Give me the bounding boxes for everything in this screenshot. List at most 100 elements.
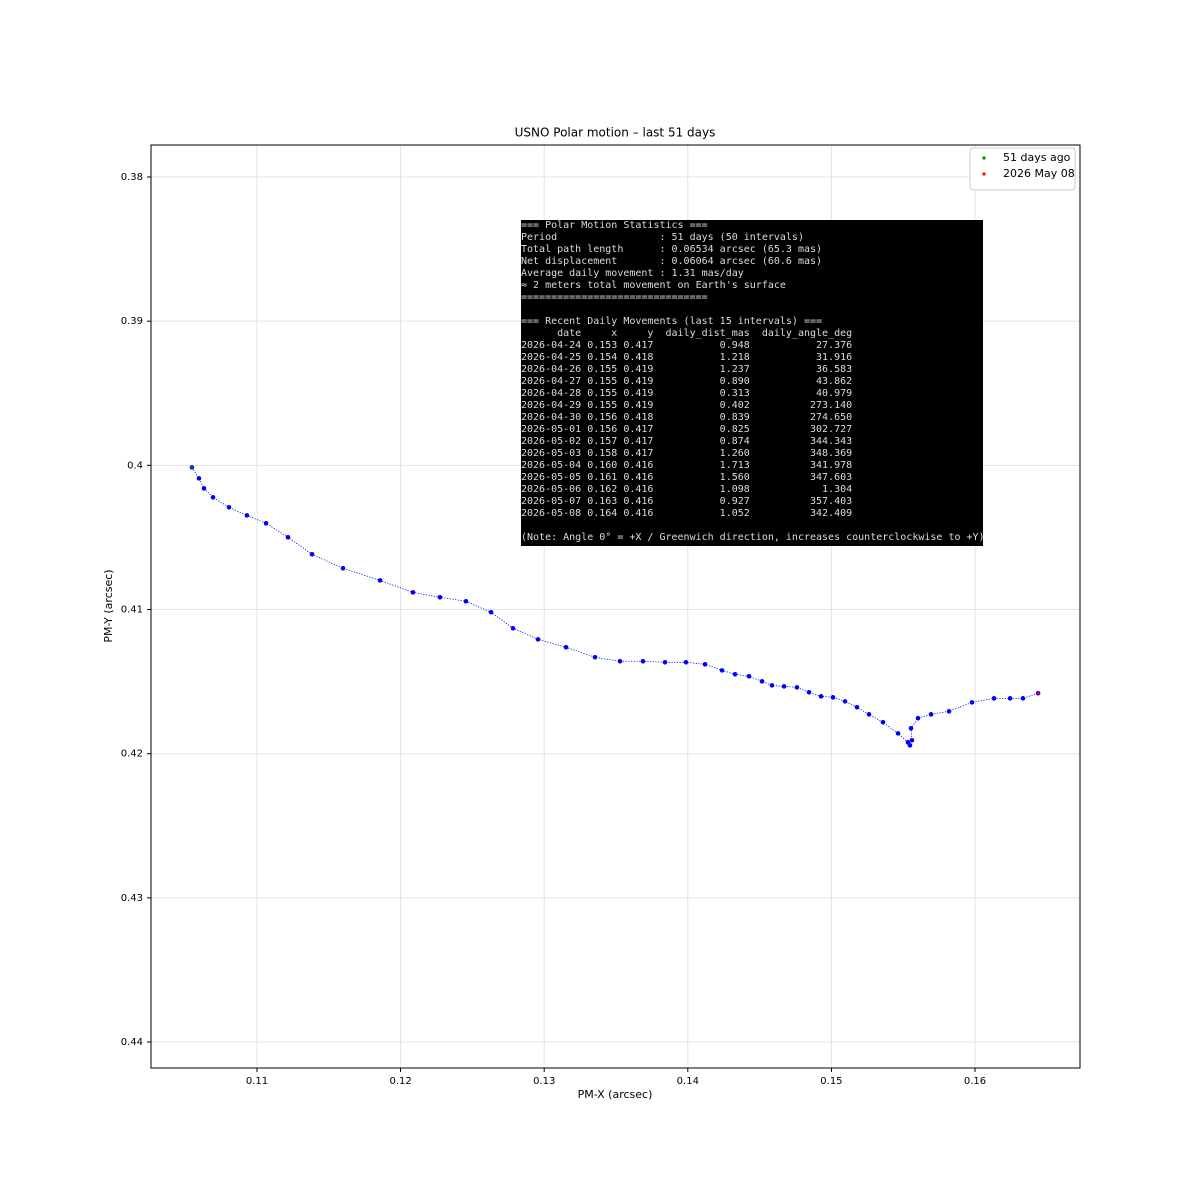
box-line: 2026-04-27 0.155 0.419 0.890 43.862 xyxy=(521,376,853,387)
point xyxy=(702,662,708,667)
box-line: Total path length : 0.06534 arcsec (65.3… xyxy=(521,244,823,255)
point xyxy=(854,704,860,710)
point xyxy=(908,726,914,731)
box-line: 2026-05-07 0.163 0.416 0.927 357.403 xyxy=(521,496,853,507)
legend-label: 51 days ago xyxy=(1003,151,1071,164)
box-line: 2026-05-06 0.162 0.416 1.098 1.304 xyxy=(521,484,853,495)
point xyxy=(842,699,848,704)
point xyxy=(1020,696,1026,701)
y-axis-label: PM-Y (arcsec) xyxy=(102,569,115,642)
box-line: === Polar Motion Statistics === xyxy=(521,220,708,231)
point xyxy=(1007,696,1013,701)
point xyxy=(535,637,541,642)
point xyxy=(437,594,443,600)
box-line: 2026-05-01 0.156 0.417 0.825 302.727 xyxy=(521,424,853,435)
plot-frame xyxy=(150,144,1081,1069)
box-line: 2026-04-25 0.154 0.418 1.218 31.916 xyxy=(521,352,853,363)
point xyxy=(210,495,216,500)
point xyxy=(410,590,416,595)
y-tick-label: 0.38 xyxy=(121,172,143,183)
point xyxy=(201,486,207,491)
box-line: (Note: Angle 0° = +X / Greenwich directi… xyxy=(521,532,983,543)
legend-frame xyxy=(969,147,1076,191)
point xyxy=(488,609,494,615)
point xyxy=(732,671,738,677)
x-tick-label: 0.13 xyxy=(533,1076,555,1087)
legend-marker xyxy=(982,156,986,160)
legend-label: 2026 May 08 xyxy=(1003,167,1075,180)
box-line: =============================== xyxy=(521,292,708,303)
box-line: 2026-05-04 0.160 0.416 1.713 341.978 xyxy=(521,460,853,471)
box-line: 2026-05-08 0.164 0.416 1.052 342.409 xyxy=(521,508,853,519)
y-tick-label: 0.43 xyxy=(121,893,143,904)
box-line: Period : 51 days (50 intervals) xyxy=(521,232,804,243)
point xyxy=(196,476,202,481)
y-tick-label: 0.39 xyxy=(121,316,143,327)
point xyxy=(617,658,623,664)
box-line: 2026-04-26 0.155 0.419 1.237 36.583 xyxy=(521,364,853,375)
point xyxy=(928,712,934,717)
point xyxy=(907,743,913,748)
point xyxy=(946,709,952,714)
box-line: 2026-04-30 0.156 0.418 0.839 274.650 xyxy=(521,412,853,423)
point xyxy=(830,695,836,700)
x-tick-label: 0.12 xyxy=(389,1076,411,1087)
box-line: Average daily movement : 1.31 mas/day xyxy=(521,268,744,279)
box-line: 2026-05-03 0.158 0.417 1.260 348.369 xyxy=(521,448,853,459)
box-line: date x y daily_dist_mas daily_angle_deg xyxy=(521,328,853,339)
point xyxy=(592,654,598,660)
point xyxy=(818,694,824,699)
point xyxy=(769,683,775,688)
point xyxy=(746,673,752,679)
point xyxy=(563,645,569,650)
point xyxy=(510,625,516,631)
y-tick-label: 0.41 xyxy=(121,605,143,616)
point xyxy=(719,668,725,673)
point xyxy=(991,696,997,701)
point xyxy=(969,700,975,705)
point xyxy=(781,684,787,689)
box-line: 2026-05-05 0.161 0.416 1.560 347.603 xyxy=(521,472,853,483)
point xyxy=(285,534,291,540)
point xyxy=(340,565,346,571)
point xyxy=(226,505,232,510)
point xyxy=(190,465,194,469)
legend: 51 days ago 2026 May 08 xyxy=(969,147,1076,191)
point xyxy=(377,578,383,583)
y-tick-label: 0.4 xyxy=(127,460,143,471)
point xyxy=(909,737,915,743)
point xyxy=(895,731,901,736)
statistics-box: === Polar Motion Statistics === Period : … xyxy=(521,220,983,546)
point xyxy=(463,599,469,604)
point xyxy=(1036,691,1040,695)
x-tick-label: 0.11 xyxy=(246,1076,268,1087)
x-tick-label: 0.16 xyxy=(964,1076,986,1087)
legend-marker xyxy=(982,172,986,176)
point xyxy=(880,719,886,725)
box-line: 2026-05-02 0.157 0.417 0.874 344.343 xyxy=(521,436,853,447)
box-line: Net displacement : 0.06064 arcsec (60.6 … xyxy=(521,256,823,267)
point xyxy=(640,658,646,664)
point xyxy=(806,689,812,695)
point xyxy=(915,715,921,721)
x-axis-label: PM-X (arcsec) xyxy=(578,1088,653,1101)
point xyxy=(263,521,269,526)
x-tick-label: 0.14 xyxy=(677,1076,699,1087)
y-tick-label: 0.42 xyxy=(121,749,143,760)
box-line: 2026-04-29 0.155 0.419 0.402 273.140 xyxy=(521,400,853,411)
point xyxy=(759,679,765,684)
point xyxy=(662,659,668,665)
box-line: === Recent Daily Movements (last 15 inte… xyxy=(521,316,823,327)
box-line: ≈ 2 meters total movement on Earth's sur… xyxy=(521,280,786,291)
point xyxy=(309,552,315,557)
point xyxy=(794,685,800,690)
box-line: 2026-04-24 0.153 0.417 0.948 27.376 xyxy=(521,340,853,351)
box-line: 2026-04-28 0.155 0.419 0.313 40.979 xyxy=(521,388,853,399)
x-tick-label: 0.15 xyxy=(820,1076,842,1087)
point xyxy=(866,712,872,717)
point xyxy=(244,513,250,518)
point xyxy=(683,659,689,665)
chart-title: USNO Polar motion – last 51 days xyxy=(515,126,716,140)
